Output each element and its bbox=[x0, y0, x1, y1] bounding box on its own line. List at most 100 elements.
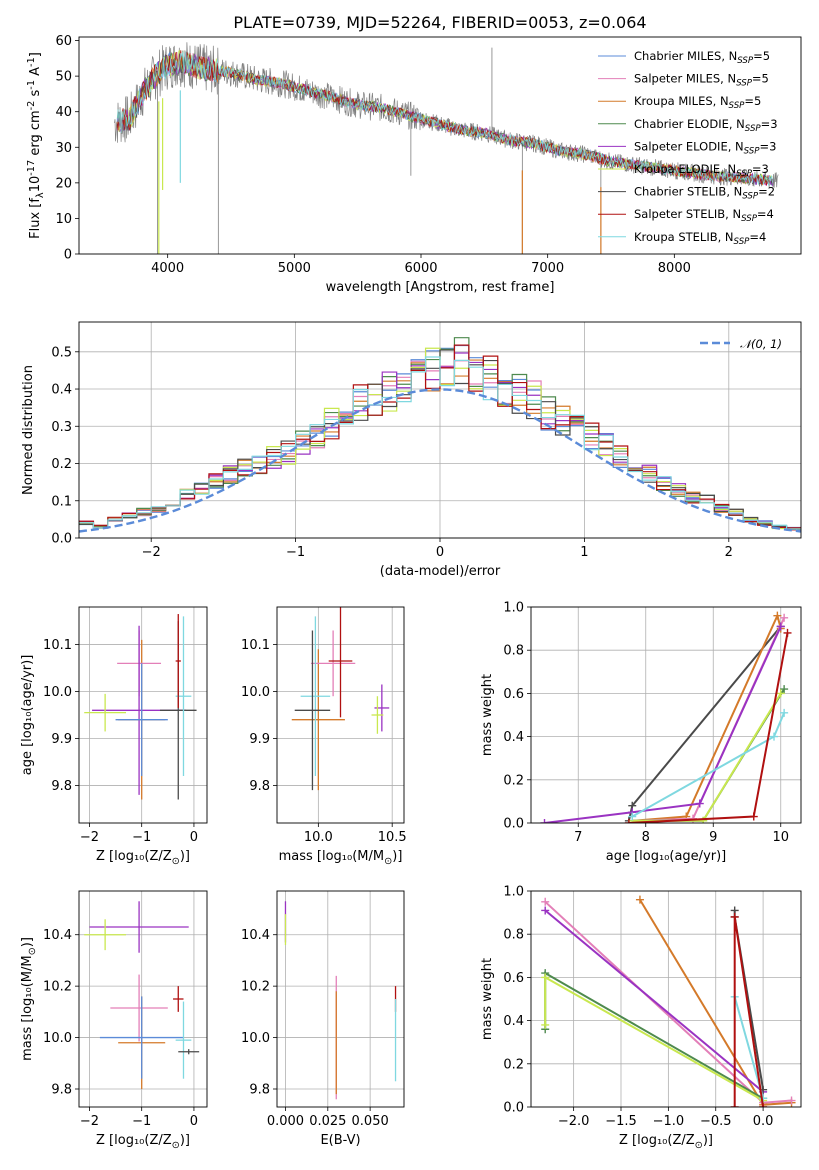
y-tick-label: 10.1 bbox=[43, 638, 72, 653]
weight-marker bbox=[776, 689, 785, 698]
axes-frame bbox=[78, 606, 208, 824]
y-axis-label: Normed distribution bbox=[21, 365, 36, 495]
y-tick-label: 10.4 bbox=[43, 928, 72, 943]
x-tick-label: −2.0 bbox=[558, 1114, 590, 1129]
chart-residuals: −2 −1 0 1 2 0.0 0.1 0.2 0.3 0.4 0.5 (data-model)/er… bbox=[21, 321, 802, 579]
axes-frame bbox=[530, 606, 802, 824]
residual-histogram bbox=[79, 356, 801, 530]
legend-label: Salpeter ELODIE, NSSP=3 bbox=[634, 139, 776, 156]
y-tick-label: 40 bbox=[55, 105, 72, 120]
y-tick-label: 9.8 bbox=[51, 1083, 72, 1098]
weight-marker bbox=[780, 613, 789, 622]
x-axis-label: E(B-V) bbox=[320, 1133, 360, 1148]
errorbar-point bbox=[175, 614, 181, 708]
y-tick-label: 0.3 bbox=[51, 420, 72, 435]
errorbar-point bbox=[328, 607, 353, 718]
errorbar-point bbox=[84, 919, 127, 951]
x-tick-label: −1 bbox=[132, 830, 151, 845]
legend-label: Kroupa MILES, NSSP=5 bbox=[634, 94, 761, 111]
y-tick-label: 10.2 bbox=[43, 980, 72, 995]
y-tick-label: 60 bbox=[55, 34, 72, 49]
errorbar-point bbox=[99, 996, 184, 1079]
weight-marker bbox=[730, 912, 739, 921]
y-tick-label: 0.2 bbox=[503, 773, 524, 788]
x-axis-label: Z [log₁₀(Z/Z⊙)] bbox=[96, 1133, 190, 1151]
chart-mass_vs_EBV: 0.000 0.025 0.050 9.8 10.0 10.2 10.4 E(B-V) bbox=[241, 890, 405, 1148]
weight-marker bbox=[783, 628, 792, 637]
weight-series bbox=[628, 708, 789, 821]
x-tick-label: 7000 bbox=[531, 261, 564, 276]
y-tick-label: 10.0 bbox=[241, 1031, 270, 1046]
y-axis-label: Flux [fλ10-17 erg cm-2 s-1 A-1] bbox=[26, 52, 46, 239]
y-tick-label: 0.6 bbox=[503, 971, 524, 986]
weight-series bbox=[624, 628, 792, 823]
y-tick-label: 30 bbox=[55, 141, 72, 156]
y-tick-label: 9.9 bbox=[249, 732, 270, 747]
x-tick-label: 6000 bbox=[404, 261, 437, 276]
chart-age_vs_mass: 10.0 10.5 9.8 9.9 10.0 10.1 mass [log₁₀(M/M⊙)] bbox=[241, 606, 407, 867]
x-tick-label: 10.5 bbox=[378, 830, 407, 845]
axes-frame bbox=[78, 321, 802, 539]
x-tick-label: 0.050 bbox=[352, 1114, 389, 1129]
errorbar-point bbox=[175, 1001, 192, 1079]
legend-label: Kroupa STELIB, NSSP=4 bbox=[634, 230, 766, 247]
y-tick-label: 0 bbox=[64, 248, 72, 263]
errorbar-point bbox=[294, 630, 331, 791]
legend-label: 𝒩(0, 1) bbox=[740, 337, 782, 351]
x-tick-label: 8 bbox=[642, 830, 650, 845]
y-tick-label: 0.1 bbox=[51, 494, 72, 509]
x-tick-label: 0.025 bbox=[309, 1114, 346, 1129]
weight-marker bbox=[773, 611, 782, 620]
errorbar-point bbox=[291, 649, 345, 791]
x-tick-label: 4000 bbox=[151, 261, 184, 276]
x-tick-label: −2 bbox=[142, 545, 161, 560]
x-tick-label: −1.0 bbox=[653, 1114, 685, 1129]
plot-area bbox=[540, 611, 792, 823]
chart-mass_vs_Z: −2 −1 0 9.8 10.0 10.2 10.4 Z [log₁₀(Z/Z⊙)] mass … bbox=[20, 890, 208, 1151]
weight-marker bbox=[635, 895, 644, 904]
x-tick-label: 8000 bbox=[658, 261, 691, 276]
weight-marker bbox=[541, 1020, 550, 1029]
chart-weight_vs_Z: −2.0 −1.5 −1.0 −0.5 0.0 0.0 0.2 0.4 0.6 0.8 1.0 Z [… bbox=[480, 885, 802, 1151]
x-axis-label: wavelength [Angstrom, rest frame] bbox=[326, 280, 555, 295]
legend-label: Chabrier MILES, NSSP=5 bbox=[634, 49, 770, 66]
y-axis-label: mass weight bbox=[480, 958, 495, 1040]
y-tick-label: 0.2 bbox=[51, 457, 72, 472]
y-tick-label: 10.0 bbox=[43, 1031, 72, 1046]
x-axis-label: mass [log₁₀(M/M⊙)] bbox=[279, 849, 403, 867]
y-tick-label: 1.0 bbox=[503, 601, 524, 616]
axes-frame bbox=[78, 890, 208, 1108]
legend-label: Chabrier STELIB, NSSP=2 bbox=[634, 185, 775, 202]
x-tick-label: 0 bbox=[190, 830, 198, 845]
y-tick-label: 9.9 bbox=[51, 732, 72, 747]
chart-weight_vs_age: 7 8 9 10 0.0 0.2 0.4 0.6 0.8 1.0 age [log₁₀(age/yr… bbox=[480, 601, 802, 864]
plot-area bbox=[291, 607, 390, 791]
x-tick-label: 7 bbox=[574, 830, 582, 845]
y-tick-label: 9.8 bbox=[51, 779, 72, 794]
y-tick-label: 0.4 bbox=[503, 1014, 524, 1029]
weight-series bbox=[730, 912, 768, 1107]
x-tick-label: 1 bbox=[580, 545, 588, 560]
x-axis-label: age [log₁₀(age/yr)] bbox=[606, 849, 727, 864]
x-tick-label: 2 bbox=[725, 545, 733, 560]
errorbar-point bbox=[89, 901, 189, 953]
y-tick-label: 0.2 bbox=[503, 1057, 524, 1072]
y-tick-label: 10.2 bbox=[241, 980, 270, 995]
plot-area bbox=[541, 895, 796, 1107]
y-tick-label: 10 bbox=[55, 212, 72, 227]
y-tick-label: 10.0 bbox=[241, 685, 270, 700]
chart-age_vs_Z: −2 −1 0 9.8 9.9 10.0 10.1 Z [log₁₀(Z/Z⊙)] age [l… bbox=[20, 606, 208, 867]
errorbar-point bbox=[173, 986, 184, 1012]
x-tick-label: 0.0 bbox=[753, 1114, 774, 1129]
legend-label: Salpeter MILES, NSSP=5 bbox=[634, 72, 769, 89]
y-tick-label: 9.8 bbox=[249, 1083, 270, 1098]
weight-marker bbox=[780, 708, 789, 717]
errorbar-point bbox=[84, 693, 127, 732]
x-tick-label: 0.000 bbox=[267, 1114, 304, 1129]
weight-marker bbox=[776, 622, 785, 631]
y-tick-label: 10.4 bbox=[241, 928, 270, 943]
weight-marker bbox=[730, 1103, 739, 1107]
y-tick-label: 0.0 bbox=[503, 817, 524, 832]
chart-spectrum: 4000 5000 6000 7000 8000 0 10 20 30 40 50 60 wavelen… bbox=[26, 34, 802, 295]
x-tick-label: −1 bbox=[286, 545, 305, 560]
